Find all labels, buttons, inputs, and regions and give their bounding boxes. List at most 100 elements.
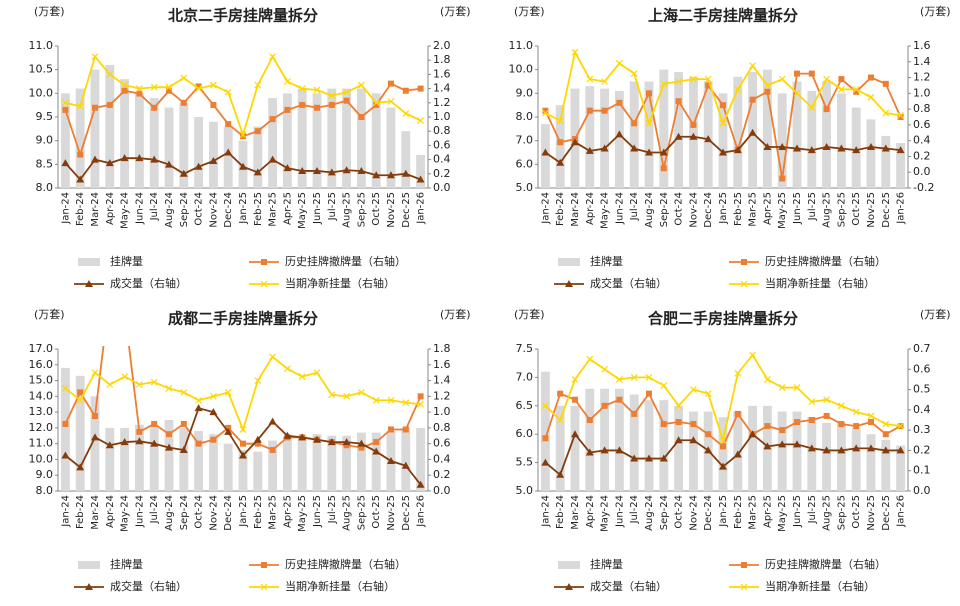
series-group	[61, 353, 425, 433]
x-tick-label: Jul-25	[327, 495, 338, 524]
y2-tick-label: 0.8	[433, 421, 451, 434]
marker	[571, 48, 579, 56]
chart-panel: 上海二手房挂牌量拆分 (万套) (万套) 5.0 6.0 7.0 8.0 9.0 10.0 11.…	[509, 5, 951, 290]
marker	[853, 423, 860, 430]
marker	[209, 392, 217, 400]
marker	[313, 369, 321, 377]
bar	[822, 81, 832, 188]
marker	[299, 101, 306, 108]
marker	[253, 168, 262, 176]
bar	[194, 117, 204, 188]
marker	[838, 421, 845, 428]
y2-tick-label: 1.6	[433, 67, 451, 80]
bar	[416, 427, 426, 491]
x-tick-label: May-25	[297, 495, 308, 532]
marker	[209, 408, 218, 416]
bar	[327, 88, 337, 188]
bar	[297, 88, 307, 188]
y-tick-label: 17.0	[29, 342, 54, 355]
x-tick-label: Oct-25	[851, 495, 862, 529]
marker	[897, 114, 904, 120]
marker	[748, 430, 757, 438]
y2-tick-label: 1.8	[433, 53, 451, 66]
marker	[166, 87, 172, 94]
x-tick-label: Oct-24	[674, 192, 685, 226]
marker	[778, 142, 787, 150]
marker	[313, 435, 321, 443]
marker	[358, 114, 365, 120]
marker	[675, 98, 682, 105]
x-tick-label: Jun-25	[312, 495, 323, 528]
x-tick-label: Jan-26	[416, 192, 427, 225]
y-tick-label: 10.0	[29, 86, 54, 99]
marker	[268, 155, 277, 163]
x-tick-label: Feb-24	[75, 192, 86, 226]
marker	[328, 391, 336, 399]
marker	[763, 82, 771, 89]
x-tick-label: Aug-25	[342, 495, 353, 531]
marker	[121, 87, 128, 94]
legend-label: 历史挂牌撤牌量（右轴）	[765, 254, 886, 268]
y2-tick-label: 1.0	[433, 405, 451, 418]
marker	[372, 171, 381, 179]
y-tick-label: 5.0	[516, 181, 534, 194]
marker	[616, 396, 623, 403]
x-tick-label: Feb-24	[75, 495, 86, 529]
marker	[734, 85, 742, 93]
x-tick-label: Sep-25	[356, 192, 367, 227]
marker	[557, 139, 564, 146]
marker	[224, 148, 233, 156]
marker	[105, 441, 114, 449]
bar	[223, 126, 233, 188]
bar	[807, 417, 817, 491]
marker	[107, 291, 113, 297]
y2-tick-label: 0.6	[913, 362, 931, 375]
bar	[555, 405, 565, 491]
bar	[268, 98, 278, 188]
marker	[675, 419, 682, 426]
bar	[120, 79, 130, 188]
marker	[778, 75, 786, 83]
marker	[284, 106, 291, 113]
x-tick-label: Jun-24	[614, 192, 625, 225]
marker	[269, 116, 276, 123]
y2-tick-label: 2.0	[433, 39, 451, 52]
marker	[165, 83, 173, 91]
marker	[749, 351, 757, 359]
marker	[541, 148, 550, 156]
marker	[868, 419, 874, 426]
marker	[793, 144, 801, 152]
y-tick-label: 9.0	[36, 134, 54, 147]
legend-label: 成交量（右轴）	[590, 276, 667, 290]
marker	[224, 88, 232, 96]
x-tick-label: Apr-25	[282, 192, 293, 225]
marker	[630, 144, 639, 152]
x-tick-label: Nov-24	[688, 192, 699, 228]
y-axis-unit: (万套)	[34, 308, 65, 321]
bar	[401, 131, 411, 188]
marker	[541, 458, 550, 466]
bar	[371, 93, 381, 188]
marker	[690, 421, 697, 428]
y-tick-label: 5.5	[516, 456, 534, 469]
legend-marker	[741, 259, 747, 265]
marker	[645, 148, 653, 156]
marker	[387, 171, 395, 179]
y2-tick-label: 1.2	[433, 96, 451, 109]
marker	[897, 111, 905, 119]
marker	[417, 393, 424, 400]
legend-marker	[260, 583, 268, 591]
x-tick-label: Jun-25	[792, 495, 803, 528]
marker	[793, 440, 801, 448]
chart-panel: 北京二手房挂牌量拆分 (万套) (万套) 8.0 8.5 9.0 9.5 10.0 10.5 11…	[29, 5, 471, 290]
y2-tick-label: 0.7	[913, 342, 931, 355]
marker	[675, 402, 683, 410]
marker	[195, 85, 203, 93]
bar	[312, 93, 322, 188]
y2-tick-label: 0.6	[433, 138, 451, 151]
marker	[180, 420, 187, 427]
marker	[778, 384, 786, 391]
legend-label: 成交量（右轴）	[110, 276, 187, 290]
bar	[792, 411, 802, 491]
x-tick-label: Aug-24	[164, 495, 175, 531]
